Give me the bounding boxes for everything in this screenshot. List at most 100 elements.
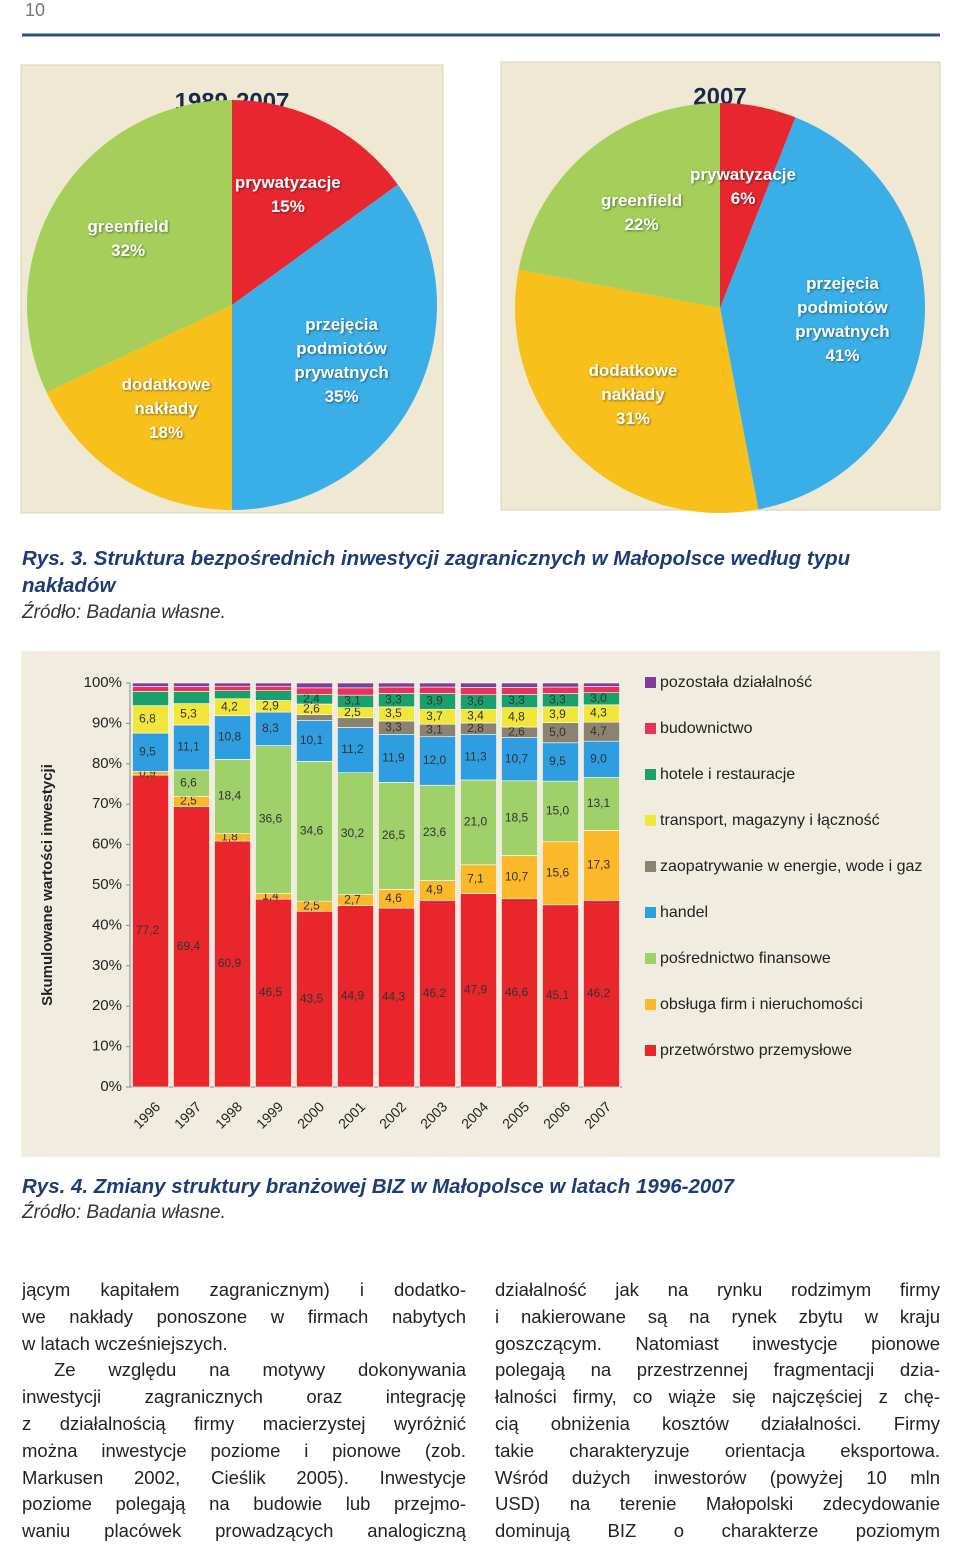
data-label: 15,6 (546, 865, 570, 879)
slice-category: greenfield (87, 217, 169, 237)
data-label: 3,4 (467, 708, 484, 722)
text-line: polegają na przestrzennej fragmentacji d… (495, 1359, 940, 1381)
bar-segment (542, 904, 579, 1088)
text-line: z działalnością firmy macierzystej wyróż… (22, 1412, 466, 1434)
text-line: Wśród dużych inwestorów (powyżej 10 mln (495, 1466, 940, 1488)
data-label: 23,6 (423, 825, 447, 839)
slice-label: dodatkowe nakłady 18% (106, 373, 226, 445)
data-label: 3,3 (508, 693, 525, 707)
caption-source: Źródło: Badania własne. (22, 1202, 226, 1223)
y-tick-label: 90% (92, 714, 122, 731)
slice-category: greenfield (600, 191, 683, 211)
data-label: 4,7 (590, 724, 607, 738)
y-tick-label: 80% (92, 755, 122, 772)
pie-slice (515, 269, 759, 513)
bar-segment (255, 690, 292, 701)
data-label: 3,3 (385, 692, 402, 706)
slice-value: 32% (111, 241, 146, 261)
data-label: 60,9 (218, 956, 242, 970)
bar-segment (173, 686, 210, 692)
bar-segment (419, 682, 456, 688)
slice-value: 31% (616, 408, 651, 428)
data-label: 2,5 (303, 898, 320, 912)
legend-swatch (645, 953, 656, 964)
bar-segment (378, 782, 415, 890)
y-tick-label: 20% (92, 997, 122, 1014)
data-label: 3,0 (590, 691, 607, 705)
slice-label: przejęcia podmiotów prywatnych 41% (782, 272, 902, 368)
legend-swatch (645, 723, 656, 734)
pie-slice (232, 184, 437, 510)
bar-segment (542, 682, 579, 688)
data-label: 5,3 (180, 706, 197, 720)
bar-segment (460, 687, 497, 696)
bar-segment (296, 761, 333, 902)
data-label: 9,5 (139, 744, 156, 758)
bar-segment (542, 841, 579, 906)
legend-swatch (645, 769, 656, 780)
slice-category: dodatkowe nakłady (588, 360, 678, 404)
data-label: 9,5 (549, 754, 566, 768)
caption: Rys. 3. Struktura bezpośrednich inwestyc… (22, 547, 851, 597)
data-label: 2,4 (303, 691, 320, 705)
bar-segment (583, 682, 620, 687)
data-label: 4,2 (221, 699, 238, 713)
data-label: 44,3 (382, 990, 406, 1004)
data-label: 5,0 (549, 725, 566, 739)
bar-segment (378, 907, 415, 1088)
data-label: 4,8 (508, 710, 525, 724)
bar-segment (501, 855, 538, 900)
legend-label: przetwórstwo przemysłowe (660, 1042, 853, 1059)
bar-segment (378, 682, 415, 688)
data-label: 2,5 (180, 794, 197, 808)
text-line: w latach wcześniejszych. (22, 1332, 228, 1354)
text-line: poziome polegają na budowie lub przejmo- (22, 1493, 466, 1515)
data-label: 2,6 (508, 724, 525, 738)
text-line: i nakierowane są na rynek zbytu w kraju (495, 1305, 940, 1327)
data-label: 46,6 (505, 985, 529, 999)
data-label: 21,0 (464, 815, 488, 829)
data-label: 10,7 (505, 751, 529, 765)
data-label: 3,3 (385, 720, 402, 734)
legend-swatch (645, 1045, 656, 1056)
bar-segment (296, 910, 333, 1088)
text-line: takie charakteryzuje orientacja eksporto… (495, 1439, 940, 1461)
data-label: 77,2 (136, 923, 160, 937)
text-line: waniu placówek prowadzących analogiczną (22, 1520, 466, 1542)
bar-segment (255, 898, 292, 1088)
y-tick-label: 60% (92, 836, 122, 853)
text-line: cią obniżenia kosztów działalności. Firm… (495, 1412, 940, 1434)
bar-segment (378, 734, 415, 783)
slice-label: prywatyzacje 15% (228, 171, 348, 219)
text-column: działalność jak na rynku rodzimym firmy … (495, 1277, 940, 1545)
data-label: 3,5 (385, 706, 402, 720)
slice-label: przejęcia podmiotów prywatnych 35% (282, 313, 402, 409)
y-tick-label: 30% (92, 957, 122, 974)
bar-segment (460, 864, 497, 894)
bar-segment (173, 682, 210, 687)
bar-segment (460, 779, 497, 866)
bar-segment (296, 682, 333, 689)
data-label: 6,6 (180, 775, 197, 789)
bar-segment (460, 682, 497, 688)
bar-segment (255, 682, 292, 687)
data-label: 15,0 (546, 804, 570, 818)
legend-label: zaopatrywanie w energie, wode i gaz (660, 858, 923, 875)
y-tick-label: 70% (92, 795, 122, 812)
bar-segment (296, 687, 333, 695)
slice-value: 41% (825, 345, 860, 365)
bar-segment (419, 784, 456, 881)
slice-value: 18% (149, 422, 184, 442)
slice-value: 6% (730, 189, 756, 209)
text-line: inwestycji zagranicznych oraz integrację (22, 1386, 466, 1408)
text-line: dominują BIZ o charakterze poziomym (495, 1520, 940, 1542)
y-tick-label: 10% (92, 1038, 122, 1055)
data-label: 11,1 (177, 740, 200, 754)
bar-segment (214, 840, 251, 1088)
data-label: 9,0 (590, 752, 607, 766)
data-label: 43,5 (300, 991, 324, 1005)
y-tick-label: 50% (92, 876, 122, 893)
text-line: łalności firmy, co wiąże się najczęściej… (495, 1386, 940, 1408)
